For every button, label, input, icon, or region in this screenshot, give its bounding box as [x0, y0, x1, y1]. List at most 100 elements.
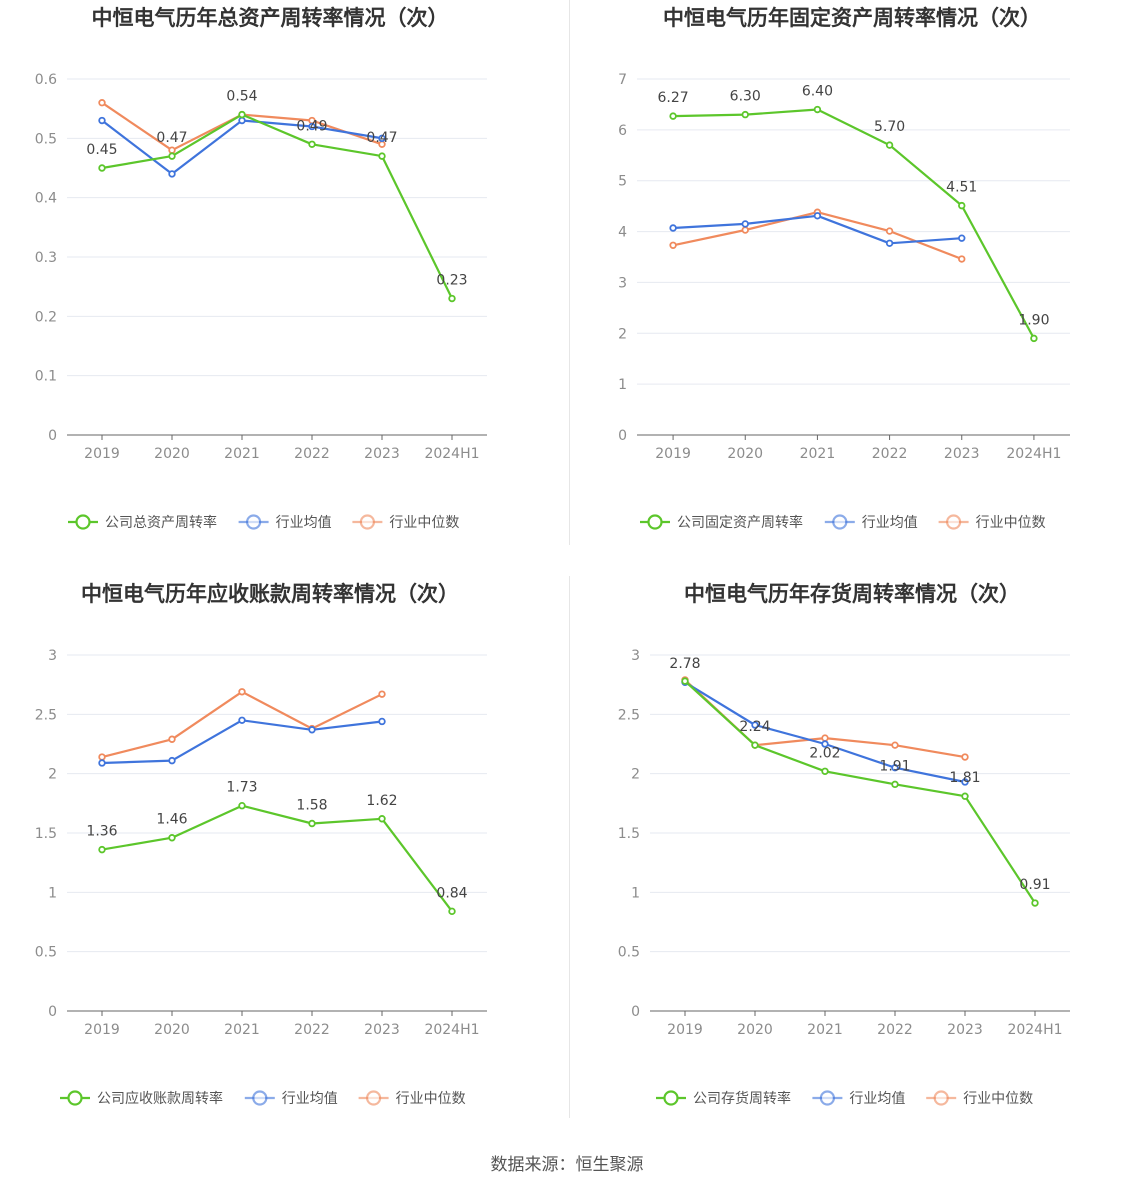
x-tick-label: 2020: [737, 1022, 773, 1038]
legend-marker-median: [366, 1090, 382, 1106]
data-source-note: 数据来源：恒生聚源: [490, 1155, 644, 1175]
legend-marker-company: [75, 514, 91, 530]
x-tick-label: 2021: [224, 1022, 260, 1038]
legend-label-company: 公司固定资产周转率: [677, 514, 803, 531]
series-line-median: [101, 690, 383, 759]
data-point-company: [98, 845, 106, 854]
y-tick-label: 6: [618, 123, 627, 139]
x-tick-label: 2019: [655, 446, 691, 462]
y-tick-label: 2: [631, 767, 640, 783]
data-label: 0.47: [366, 130, 397, 146]
data-label: 1.91: [879, 758, 910, 774]
data-label: 1.58: [296, 798, 327, 814]
y-tick-label: 5: [618, 174, 627, 190]
chart-svg: 中恒电气历年存货周转率情况（次） 0 0.5 1 1.5 2 2.5 3 2019 2020 202…: [618, 582, 1070, 1107]
y-tick-label: 0: [631, 1004, 640, 1020]
legend-marker-average: [246, 514, 262, 530]
y-tick-label: 1: [618, 377, 627, 393]
legend-marker-median: [359, 514, 375, 530]
data-point-median: [98, 99, 106, 107]
chart-svg: 中恒电气历年固定资产周转率情况（次） 0 1 2 3 4 5 6 7 2019 2020 2021 20…: [618, 6, 1070, 531]
data-point-average: [98, 116, 106, 125]
data-point-company: [669, 112, 677, 120]
data-point-median: [961, 753, 969, 761]
data-point-average: [885, 239, 894, 247]
data-label: 0.49: [296, 118, 327, 134]
data-label: 1.90: [1018, 312, 1049, 328]
data-point-company: [741, 110, 749, 119]
data-point-median: [885, 227, 894, 235]
data-point-company: [1030, 334, 1038, 343]
legend-label-average: 行业均值: [862, 515, 918, 531]
data-point-average: [891, 764, 899, 772]
legend-label-company: 公司存货周转率: [693, 1090, 791, 1107]
y-tick-label: 0.5: [618, 945, 640, 961]
data-point-company: [238, 802, 246, 810]
y-tick-label: 2: [618, 326, 627, 342]
data-point-average: [958, 234, 966, 242]
y-tick-label: 1: [48, 885, 57, 901]
x-tick-label: 2021: [807, 1022, 843, 1038]
x-tick-label: 2020: [727, 446, 763, 462]
series-line-company: [684, 680, 1036, 904]
chart-title: 中恒电气历年总资产周转率情况（次）: [92, 6, 449, 30]
data-point-company: [885, 141, 894, 149]
panel-divider-top: [569, 0, 570, 545]
y-tick-label: 0.6: [35, 72, 57, 88]
data-point-company: [1031, 899, 1039, 907]
legend-marker-average: [819, 1090, 835, 1106]
data-point-median: [238, 688, 246, 696]
data-point-company: [168, 834, 176, 842]
x-tick-label: 2022: [294, 1022, 330, 1038]
x-tick-label: 2023: [364, 446, 400, 462]
data-point-company: [308, 140, 316, 148]
data-point-company: [238, 110, 246, 119]
data-point-company: [891, 780, 899, 789]
data-point-average: [821, 740, 829, 748]
data-point-company: [308, 819, 316, 828]
y-tick-label: 0.1: [35, 369, 57, 385]
y-tick-label: 3: [618, 275, 627, 291]
data-point-average: [238, 116, 246, 125]
x-tick-label: 2021: [224, 446, 260, 462]
y-tick-label: 0: [48, 1004, 57, 1020]
y-tick-label: 0.3: [35, 250, 57, 266]
legend-label-company: 公司应收账款周转率: [97, 1090, 223, 1107]
x-tick-label: 2024H1: [424, 446, 479, 462]
data-point-company: [821, 767, 829, 775]
legend-marker-median: [946, 514, 962, 530]
data-point-company: [813, 105, 822, 114]
data-point-average: [669, 224, 677, 232]
x-tick-label: 2022: [294, 446, 330, 462]
y-tick-label: 0: [618, 428, 627, 444]
data-label: 4.51: [946, 180, 977, 196]
x-tick-label: 2023: [947, 1022, 983, 1038]
chart-title: 中恒电气历年应收账款周转率情况（次）: [81, 582, 459, 606]
chart-title: 中恒电气历年存货周转率情况（次）: [684, 582, 1020, 606]
data-point-median: [98, 753, 106, 761]
data-label: 0.45: [86, 142, 117, 158]
x-tick-label: 2023: [364, 1022, 400, 1038]
y-tick-label: 0.2: [35, 309, 57, 325]
data-point-median: [669, 241, 677, 250]
x-tick-label: 2020: [154, 446, 190, 462]
x-tick-label: 2024H1: [424, 1022, 479, 1038]
legend-label-average: 行业均值: [849, 1091, 905, 1107]
y-tick-label: 0.4: [35, 191, 57, 207]
data-label: 2.02: [809, 745, 840, 761]
legend-marker-average: [252, 1090, 268, 1106]
x-tick-label: 2021: [800, 446, 836, 462]
data-point-average: [308, 726, 316, 734]
y-tick-label: 0.5: [35, 131, 57, 147]
data-point-median: [168, 146, 176, 154]
data-label: 1.81: [949, 770, 980, 786]
data-point-median: [891, 741, 899, 749]
series-line-company: [673, 108, 1035, 339]
data-point-average: [168, 170, 176, 178]
data-point-average: [168, 756, 176, 765]
data-point-median: [821, 734, 829, 742]
data-label: 2.78: [669, 656, 700, 672]
legend-label-median: 行业中位数: [389, 515, 459, 531]
data-point-average: [961, 778, 969, 786]
y-tick-label: 0: [48, 428, 57, 444]
